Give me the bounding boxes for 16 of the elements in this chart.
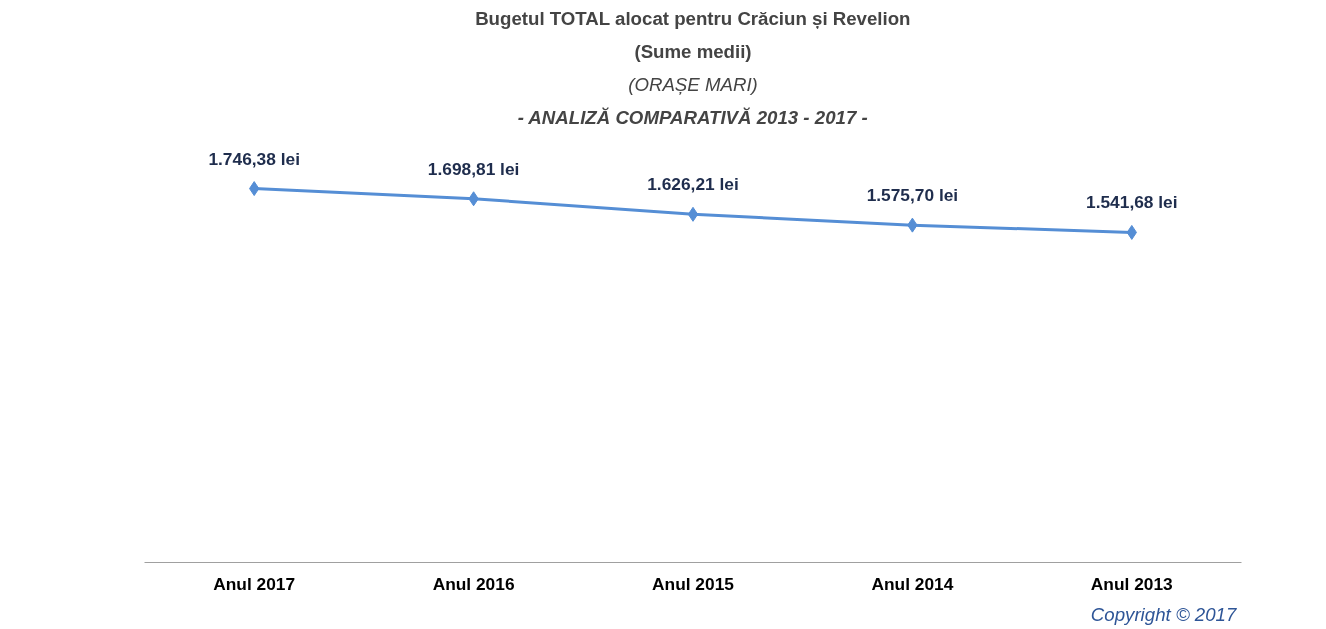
data-label: 1.746,38 lei <box>208 148 300 169</box>
x-tick-label: Anul 2016 <box>432 573 515 594</box>
x-tick-label: Anul 2017 <box>213 573 296 594</box>
x-tick-label: Anul 2015 <box>652 573 735 594</box>
text: - ANALIZĂ COMPARATIVĂ 2013 - 2017 - <box>517 106 868 128</box>
data-label: 1.626,21 lei <box>647 174 739 195</box>
x-tick-label: Anul 2013 <box>1090 573 1174 594</box>
x-tick-label: Anul 2014 <box>871 573 954 594</box>
chart-subtitle: (Sume medii) <box>634 40 752 62</box>
chart-title: Bugetul TOTAL alocat pentru Crăciun și Revelion <box>475 7 911 29</box>
data-label: 1.541,68 lei <box>1086 192 1178 213</box>
text: Copyright © 2017 <box>1090 603 1237 625</box>
data-label: 1.575,70 lei <box>866 185 959 206</box>
point <box>687 206 699 222</box>
text: (ORAȘE MARI) <box>628 73 758 95</box>
data-label: 1.698,81 lei <box>427 158 520 179</box>
